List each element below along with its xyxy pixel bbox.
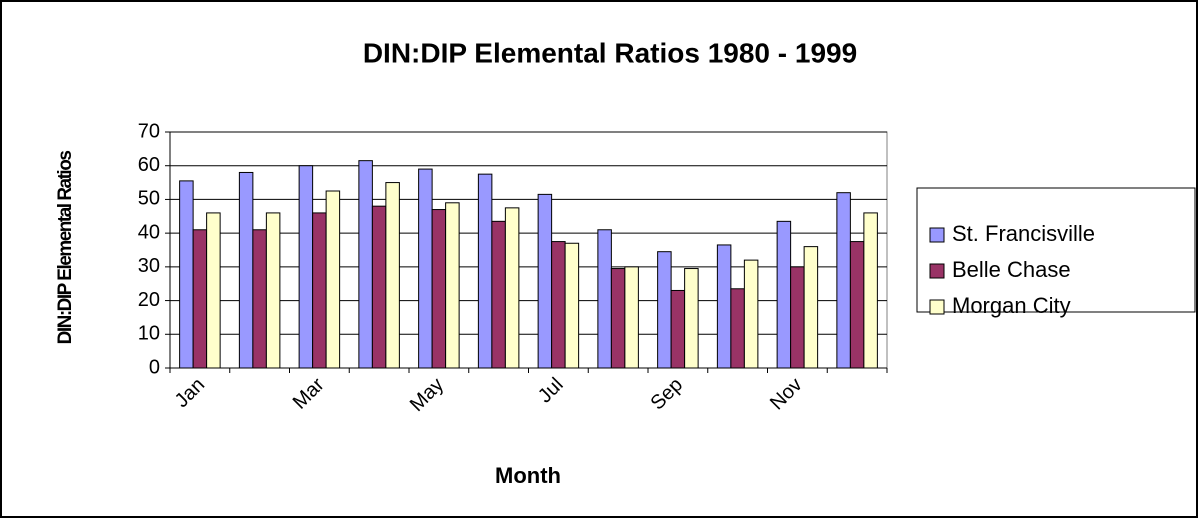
legend-swatch [929, 299, 945, 315]
legend-label: Belle Chase [952, 257, 1071, 282]
bar [743, 259, 759, 369]
bar [597, 229, 612, 369]
bar [790, 266, 805, 369]
legend-label: Morgan City [952, 293, 1071, 318]
bar [730, 288, 745, 369]
x-axis-title: Month [495, 463, 561, 488]
bar [551, 241, 566, 369]
bar [477, 173, 493, 369]
bar [179, 180, 194, 369]
chart-title: DIN:DIP Elemental Ratios 1980 - 1999 [363, 37, 857, 68]
y-tick-label: 60 [138, 154, 160, 176]
y-tick-label: 0 [149, 356, 160, 378]
bar [206, 212, 221, 369]
bar [624, 266, 639, 369]
bar [803, 246, 819, 369]
bar [716, 244, 732, 369]
bar [312, 212, 327, 369]
bar [385, 182, 400, 369]
y-tick-label: 40 [138, 221, 160, 243]
bar [325, 190, 341, 369]
bar [610, 268, 626, 369]
y-tick-label: 20 [138, 289, 160, 311]
legend [916, 187, 1196, 313]
bar [776, 220, 792, 369]
legend-swatch [929, 263, 945, 279]
bar [371, 205, 387, 369]
bar [849, 241, 865, 369]
y-tick-label: 70 [138, 120, 160, 142]
bar [564, 242, 580, 369]
legend-label: St. Francisville [952, 221, 1095, 246]
bar [537, 193, 553, 369]
bar [298, 165, 314, 369]
bar [863, 212, 878, 369]
bar [252, 229, 267, 369]
y-tick-label: 10 [138, 323, 160, 345]
bar [445, 202, 460, 369]
legend-swatch [929, 227, 945, 243]
bar [504, 207, 520, 369]
bar [657, 251, 672, 369]
bar [265, 212, 281, 369]
bar [836, 192, 851, 369]
bar [418, 168, 433, 369]
bar [238, 171, 254, 369]
bar [358, 160, 373, 369]
bar [192, 229, 208, 369]
y-tick-label: 30 [138, 255, 160, 277]
y-axis-title: DIN:DIP Elemental Ratios [55, 151, 76, 345]
bar [431, 209, 447, 369]
bar [684, 268, 699, 369]
bar [491, 220, 506, 369]
y-tick-label: 50 [138, 188, 160, 210]
bar [670, 289, 686, 369]
